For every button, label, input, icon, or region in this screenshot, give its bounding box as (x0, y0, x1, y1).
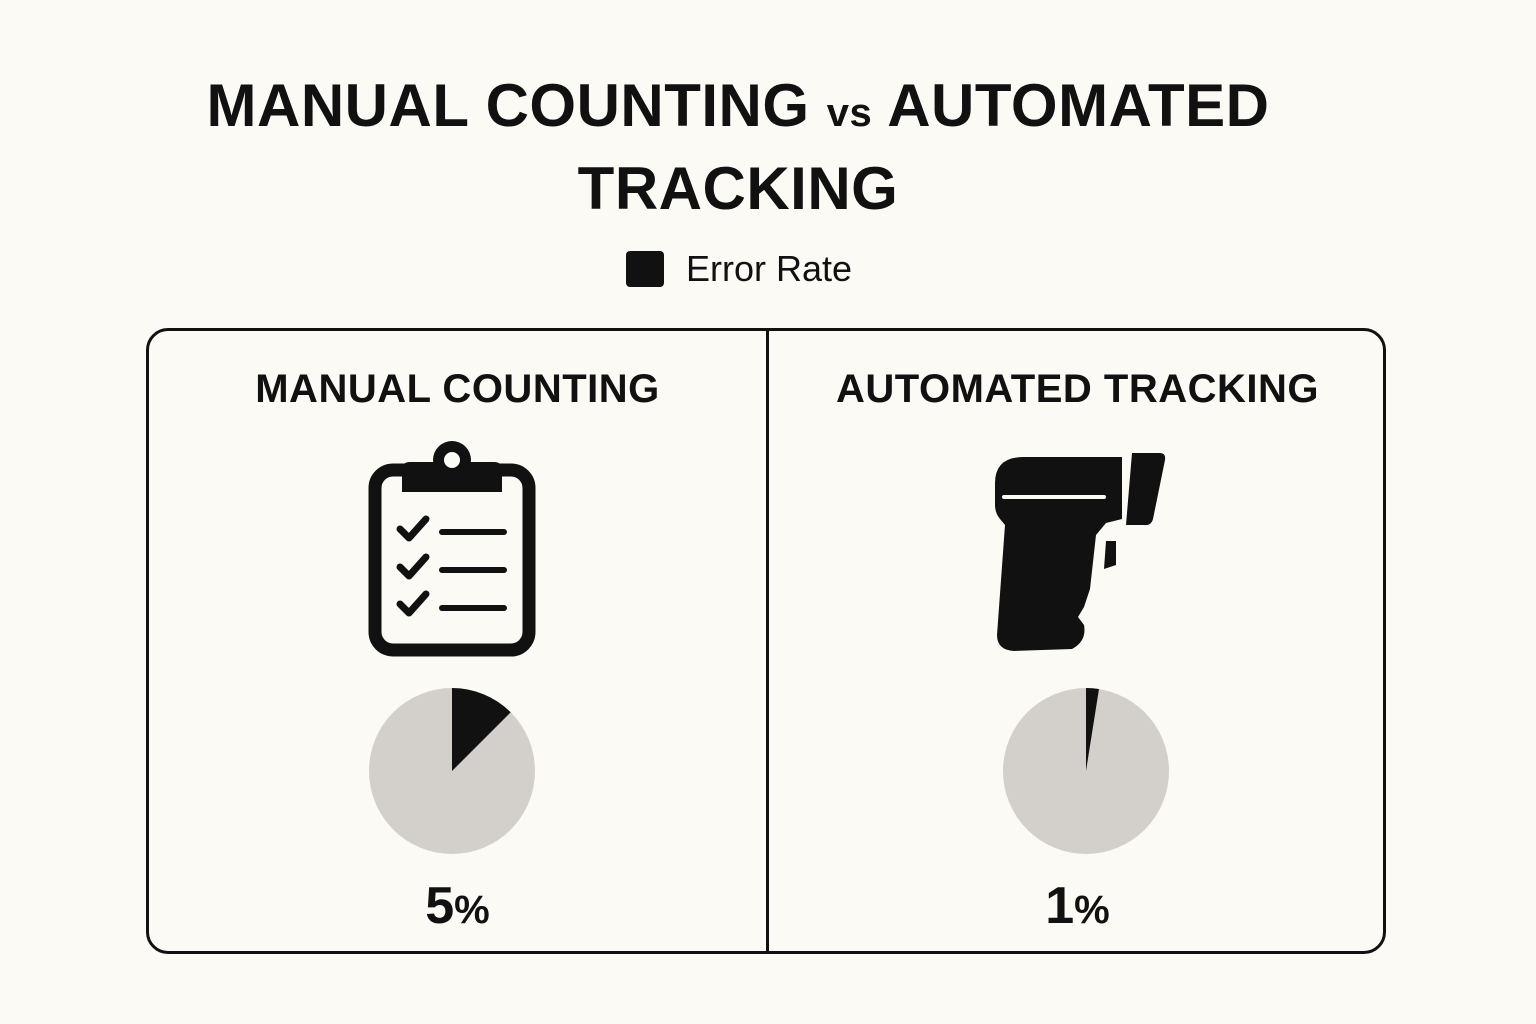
value-number-automated: 1 (1045, 877, 1075, 935)
barcode-scanner-icon (995, 453, 1166, 651)
title-vs: vs (826, 91, 873, 135)
value-unit-automated: % (1074, 888, 1110, 932)
pie-slice-error-manual (452, 688, 511, 771)
comparison-frame (146, 328, 1386, 954)
panel-manual-counting: MANUAL COUNTING 5% (149, 331, 766, 951)
legend-label-error-rate: Error Rate (686, 248, 853, 289)
value-unit-manual: % (454, 888, 490, 932)
panel-title-automated: AUTOMATED TRACKING (835, 367, 1320, 411)
panel-automated-tracking: AUTOMATED TRACKING 1% (769, 331, 1386, 951)
clipboard-checklist-icon (368, 441, 536, 657)
title-part-automated: AUTOMATED (887, 72, 1270, 139)
legend: Error Rate (626, 246, 852, 292)
chart-title: MANUAL COUNTING vs AUTOMATED TRACKING (0, 68, 1476, 227)
pie-automated-tracking (1003, 688, 1169, 854)
value-label-manual: 5% (149, 871, 766, 945)
pie-slice-error-automated (1086, 688, 1099, 771)
legend-swatch-error-rate (626, 251, 664, 287)
pie-manual-counting (369, 688, 535, 854)
panel-title-manual: MANUAL COUNTING (255, 367, 660, 411)
title-part-tracking: TRACKING (577, 155, 899, 222)
value-number-manual: 5 (425, 877, 455, 935)
value-label-automated: 1% (769, 871, 1386, 945)
panel-divider (766, 330, 769, 952)
title-part-manual: MANUAL COUNTING (206, 72, 810, 139)
